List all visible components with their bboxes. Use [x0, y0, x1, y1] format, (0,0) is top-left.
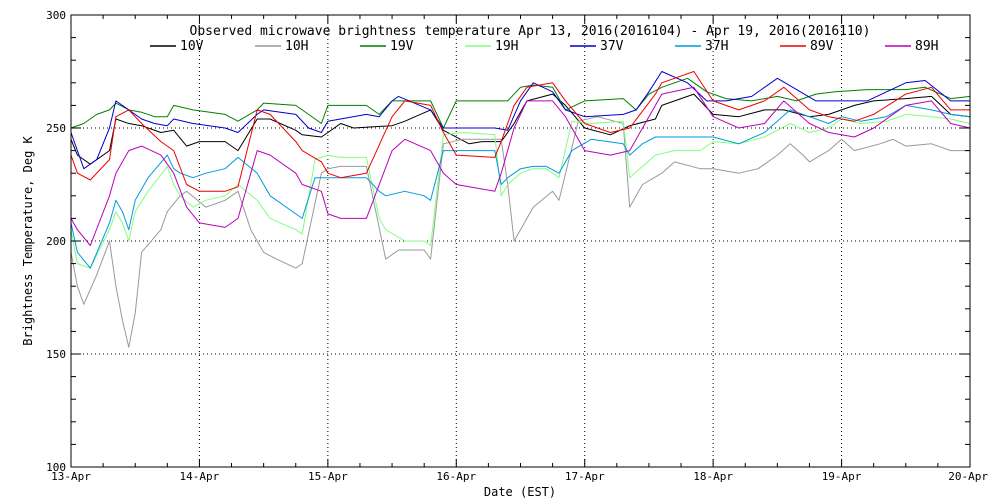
series-lines: [70, 71, 971, 348]
grid-lines: [71, 15, 970, 467]
legend-label-19h: 19H: [495, 39, 518, 54]
x-tick-label: 16-Apr: [436, 470, 476, 483]
series-line-89v: [70, 71, 970, 192]
y-tick-label: 250: [46, 122, 66, 135]
x-tick-label: 15-Apr: [308, 470, 348, 483]
legend-label-19v: 19V: [390, 39, 414, 54]
series-line-19v: [70, 77, 971, 129]
x-tick-label: 20-Apr: [948, 470, 988, 483]
series-line-89h: [70, 86, 971, 246]
legend-label-89h: 89H: [915, 39, 938, 54]
legend: 10V 10H 19V 19H 37V 37H 89V 89H: [150, 39, 938, 54]
y-axis-title: Brightness Temperature, Deg K: [21, 135, 35, 345]
x-tick-label: 13-Apr: [51, 470, 91, 483]
x-tick-label: 17-Apr: [565, 470, 605, 483]
y-tick-label: 150: [46, 348, 66, 361]
series-line-10v: [70, 93, 971, 165]
series-line-19h: [70, 113, 971, 269]
series-line-37h: [70, 104, 971, 269]
x-tick-label: 18-Apr: [693, 470, 733, 483]
axis-ticks: [70, 14, 971, 468]
y-tick-label: 200: [46, 235, 66, 248]
legend-label-10h: 10H: [285, 39, 308, 54]
tick-labels: 13-Apr 14-Apr 15-Apr 16-Apr 17-Apr 18-Apr 19-A…: [46, 9, 988, 483]
legend-label-10v: 10V: [180, 39, 204, 54]
x-axis-title: Date (EST): [484, 485, 556, 499]
series-line-10h: [70, 116, 970, 348]
x-tick-label: 19-Apr: [822, 470, 862, 483]
x-tick-label: 14-Apr: [180, 470, 220, 483]
y-tick-label: 300: [46, 9, 66, 22]
series-line-37v: [70, 71, 970, 170]
legend-label-37v: 37V: [600, 39, 624, 54]
legend-label-89v: 89V: [810, 39, 834, 54]
legend-label-37h: 37H: [705, 39, 728, 54]
chart-title: Observed microwave brightness temperatur…: [190, 24, 871, 39]
y-tick-label: 100: [46, 461, 66, 474]
